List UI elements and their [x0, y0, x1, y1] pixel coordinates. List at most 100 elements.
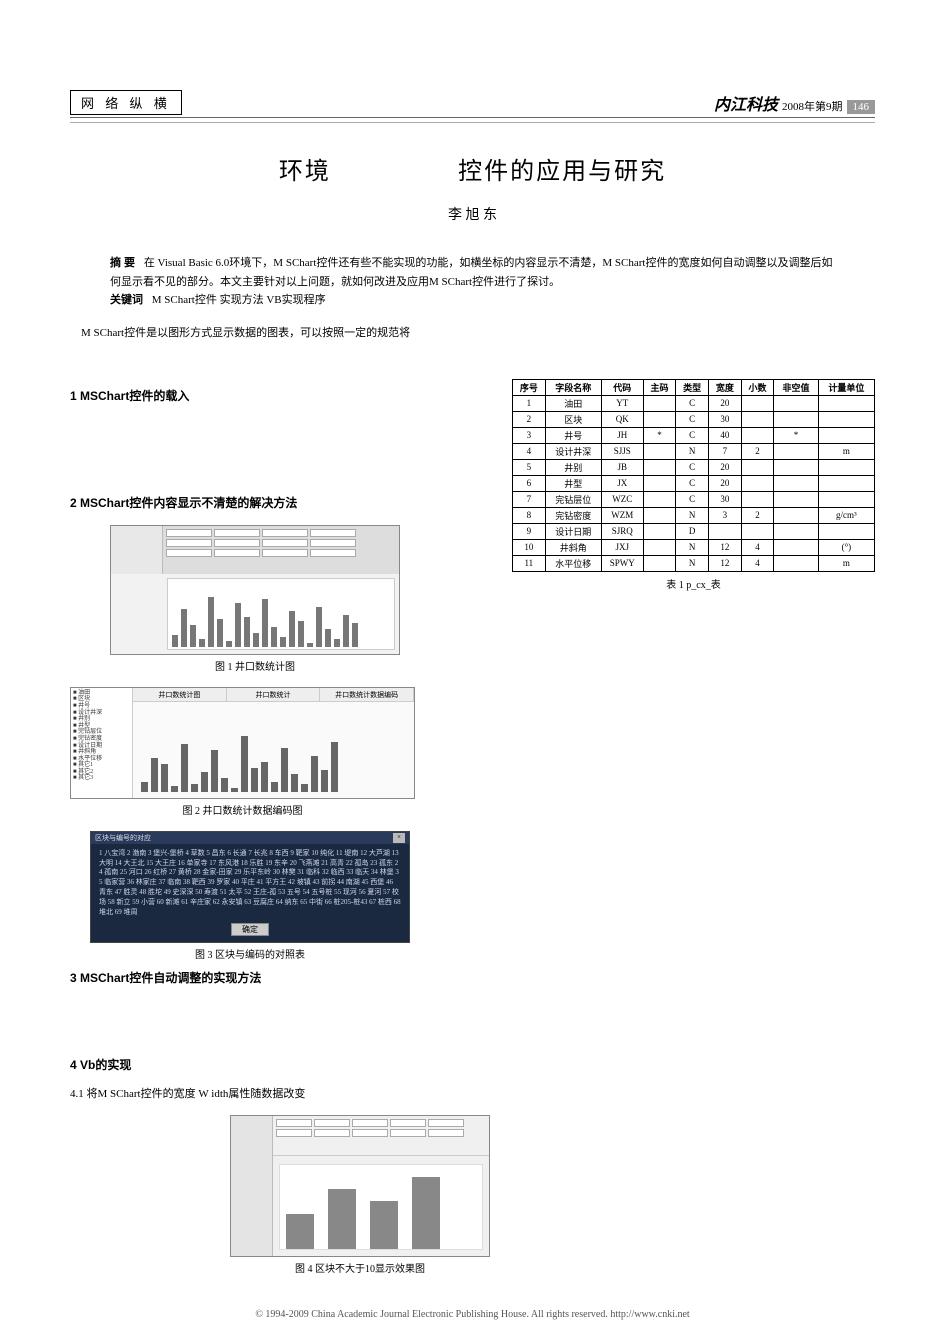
table-cell: 4 [741, 539, 774, 555]
form-field [214, 549, 260, 557]
chart-bar [181, 744, 188, 792]
table-cell: 3 [513, 427, 546, 443]
form-field [390, 1119, 426, 1127]
right-column: 序号字段名称代码主码类型宽度小数非空值计量单位 1油田YTC202区块QKC30… [512, 379, 875, 1282]
figure-4-form [273, 1116, 489, 1156]
table-cell: 3 [709, 507, 742, 523]
table-header-cell: 小数 [741, 379, 774, 395]
form-field [214, 539, 260, 547]
table-cell: 2 [513, 411, 546, 427]
legend-item: ■ 井斜角 [73, 749, 130, 756]
table-row: 11水平位移SPWYN124m [513, 555, 875, 571]
table-cell: 完钻层位 [545, 491, 601, 507]
table-cell: m [818, 443, 874, 459]
table-cell: C [676, 459, 709, 475]
table-cell: 12 [709, 539, 742, 555]
table-cell: SJRQ [601, 523, 643, 539]
table-1-header-row: 序号字段名称代码主码类型宽度小数非空值计量单位 [513, 379, 875, 395]
table-cell: 11 [513, 555, 546, 571]
table-cell: 40 [709, 427, 742, 443]
keyword-label: 关键词 [110, 294, 143, 306]
table-header-cell: 类型 [676, 379, 709, 395]
chart-bar [262, 599, 268, 647]
table-cell [818, 523, 874, 539]
form-field [352, 1119, 388, 1127]
table-cell [774, 411, 818, 427]
table-cell [643, 507, 676, 523]
journal-name: 内江科技 [714, 91, 778, 115]
table-cell: 完钻密度 [545, 507, 601, 523]
table-cell: 4 [513, 443, 546, 459]
chart-bar [281, 748, 288, 792]
chart-bar [253, 633, 259, 647]
tab[interactable]: 井口数统计 [227, 688, 321, 701]
chart-bar [343, 615, 349, 647]
table-cell [774, 507, 818, 523]
chart-bar [291, 774, 298, 792]
figure-2-container: ■ 油田■ 区块■ 井号■ 设计井深■ 井别■ 井型■ 完钻层位■ 完钻密度■ … [70, 687, 490, 817]
table-cell [818, 459, 874, 475]
table-cell: 7 [513, 491, 546, 507]
table-cell: JXJ [601, 539, 643, 555]
table-cell [774, 523, 818, 539]
table-row: 1油田YTC20 [513, 395, 875, 411]
form-field [276, 1119, 312, 1127]
table-cell [741, 411, 774, 427]
table-cell: 6 [513, 475, 546, 491]
form-field [166, 529, 212, 537]
figure-4-chart [279, 1164, 483, 1250]
tab[interactable]: 井口数统计数据编码 [320, 688, 414, 701]
table-cell [818, 395, 874, 411]
table-row: 2区块QKC30 [513, 411, 875, 427]
table-cell [818, 427, 874, 443]
chart-bar [334, 639, 340, 647]
table-cell [643, 443, 676, 459]
table-row: 8完钻密度WZMN32g/cm³ [513, 507, 875, 523]
figure-1 [110, 525, 400, 655]
form-field [314, 1129, 350, 1137]
figure-3-caption: 图 3 区块与编码的对照表 [90, 946, 410, 961]
section-1-heading: 1 MSChart控件的载入 [70, 387, 490, 404]
two-column-layout: 1 MSChart控件的载入 2 MSChart控件内容显示不清楚的解决方法 [70, 379, 875, 1282]
table-1: 序号字段名称代码主码类型宽度小数非空值计量单位 1油田YTC202区块QKC30… [512, 379, 875, 572]
abstract-block: 摘 要 在 Visual Basic 6.0环境下，M SChart控件还有些不… [110, 254, 835, 310]
figure-2-right: 井口数统计图井口数统计井口数统计数据编码 [133, 688, 414, 798]
form-field [428, 1119, 464, 1127]
table-cell [741, 459, 774, 475]
figure-4 [230, 1115, 490, 1257]
table-cell [709, 523, 742, 539]
table-cell [774, 395, 818, 411]
intro-text: M SChart控件是以图形方式显示数据的图表，可以按照一定的规范将 [70, 324, 489, 343]
table-cell: N [676, 507, 709, 523]
table-cell [774, 459, 818, 475]
figure-2-caption: 图 2 井口数统计数据编码图 [70, 802, 415, 817]
table-cell [643, 555, 676, 571]
table-header-cell: 主码 [643, 379, 676, 395]
table-cell: WZC [601, 491, 643, 507]
table-cell [643, 475, 676, 491]
table-cell: 4 [741, 555, 774, 571]
table-cell [643, 395, 676, 411]
legend-item: ■ 井别 [73, 716, 130, 723]
tab[interactable]: 井口数统计图 [133, 688, 227, 701]
table-cell: SJJS [601, 443, 643, 459]
form-field [262, 539, 308, 547]
legend-item: ■ 井号 [73, 703, 130, 710]
table-cell: 5 [513, 459, 546, 475]
chart-bar [231, 788, 238, 792]
table-row: 10井斜角JXJN124(°) [513, 539, 875, 555]
abstract-line: 摘 要 在 Visual Basic 6.0环境下，M SChart控件还有些不… [110, 254, 835, 291]
ok-button[interactable]: 确定 [231, 923, 269, 936]
close-icon[interactable]: × [393, 833, 405, 843]
form-field [262, 549, 308, 557]
table-cell: 8 [513, 507, 546, 523]
article-title: 环境 控件的应用与研究 [70, 151, 875, 186]
table-cell: 30 [709, 491, 742, 507]
chart-bar [325, 629, 331, 647]
form-field [428, 1129, 464, 1137]
table-cell [774, 475, 818, 491]
table-row: 9设计日期SJRQD [513, 523, 875, 539]
table-header-cell: 宽度 [709, 379, 742, 395]
form-field [166, 539, 212, 547]
figure-2-tabs: 井口数统计图井口数统计井口数统计数据编码 [133, 688, 414, 702]
